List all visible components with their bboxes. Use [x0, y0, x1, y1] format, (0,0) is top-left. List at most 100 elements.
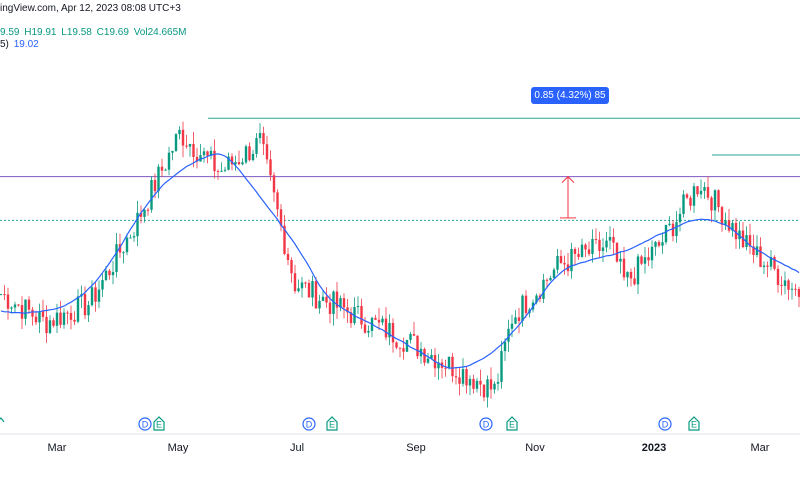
candle — [573, 247, 577, 265]
candle — [286, 247, 290, 266]
candle — [125, 233, 129, 256]
candle-body — [447, 356, 451, 369]
candle-body — [727, 220, 731, 231]
x-tick-label: Mar — [751, 442, 770, 454]
candle-body — [752, 246, 755, 255]
candle-body — [696, 186, 699, 195]
candle — [69, 305, 73, 330]
candle — [13, 301, 17, 313]
candle-body — [31, 309, 34, 317]
candle-body — [38, 311, 41, 323]
candle — [276, 189, 279, 217]
earnings-marker[interactable]: E — [506, 416, 518, 431]
dividend-marker[interactable]: D — [138, 417, 152, 431]
candle-body — [699, 190, 703, 195]
candle — [790, 282, 794, 300]
candle-body — [90, 287, 94, 306]
candle — [311, 275, 314, 307]
candle — [566, 252, 570, 277]
candle-body — [307, 283, 311, 298]
candle-body — [216, 171, 220, 173]
candle — [255, 133, 258, 158]
candle — [559, 249, 563, 264]
earnings-marker[interactable]: E — [153, 416, 165, 431]
candle — [234, 155, 237, 171]
candle-body — [55, 312, 59, 326]
candle — [549, 275, 552, 282]
candle — [580, 238, 584, 258]
candle-body — [237, 162, 241, 165]
candle — [622, 246, 626, 281]
candle — [713, 189, 717, 221]
candle-body — [286, 253, 290, 261]
candle-body — [612, 236, 615, 243]
candle-body — [48, 320, 52, 334]
earnings-marker[interactable]: E — [688, 416, 700, 431]
candle-body — [622, 258, 626, 278]
candle — [27, 296, 31, 314]
earnings-marker[interactable]: E — [326, 416, 338, 431]
candle — [136, 200, 139, 247]
candle-body — [258, 133, 262, 139]
candle-body — [584, 244, 587, 250]
candle — [430, 348, 433, 359]
candle-body — [675, 222, 678, 237]
x-tick-label: Sep — [406, 442, 426, 454]
candle — [731, 220, 734, 237]
measure-label: 0.85 (4.32%) 85 — [531, 87, 609, 104]
candle — [220, 162, 223, 172]
candle-body — [262, 133, 265, 145]
candle-body — [559, 256, 563, 263]
candle-body — [332, 291, 335, 314]
dividend-marker[interactable]: D — [479, 417, 493, 431]
candle — [38, 303, 41, 334]
candle-body — [692, 186, 696, 206]
candle-body — [304, 282, 307, 284]
candle-body — [202, 151, 206, 156]
candle-body — [342, 298, 346, 308]
candle — [745, 226, 748, 251]
candle — [101, 273, 104, 297]
candle-body — [251, 153, 255, 161]
candle — [388, 314, 391, 346]
candle-body — [591, 238, 594, 254]
candle-body — [164, 169, 167, 171]
candle-body — [780, 284, 783, 286]
candle-body — [472, 378, 475, 389]
candle — [468, 375, 472, 396]
candle-body — [223, 169, 227, 171]
candle — [787, 278, 790, 301]
candle — [223, 166, 227, 173]
candle-body — [650, 246, 654, 261]
candle-body — [136, 212, 139, 237]
candle — [318, 294, 321, 314]
candle — [314, 277, 318, 309]
candle-body — [143, 209, 146, 217]
candle-body — [629, 271, 633, 279]
candle-body — [587, 249, 591, 254]
candle-body — [311, 281, 314, 298]
candle — [797, 286, 800, 308]
candle — [664, 224, 668, 245]
dividend-marker[interactable]: D — [302, 417, 316, 431]
candle-body — [283, 225, 286, 254]
dividend-marker[interactable]: D — [658, 417, 672, 431]
candle — [167, 146, 171, 176]
candle-body — [213, 150, 216, 172]
candle-body — [108, 270, 111, 276]
candle — [402, 337, 405, 360]
candle-body — [314, 281, 318, 309]
candle — [132, 231, 136, 242]
candle — [685, 192, 689, 200]
candle — [0, 293, 3, 296]
candle — [696, 186, 699, 198]
candle — [640, 254, 643, 266]
candle — [24, 299, 27, 326]
candle-body — [199, 155, 202, 162]
candle — [370, 316, 374, 338]
candle-body — [678, 213, 682, 223]
dividend-icon — [658, 417, 672, 431]
candle-body — [377, 319, 381, 323]
